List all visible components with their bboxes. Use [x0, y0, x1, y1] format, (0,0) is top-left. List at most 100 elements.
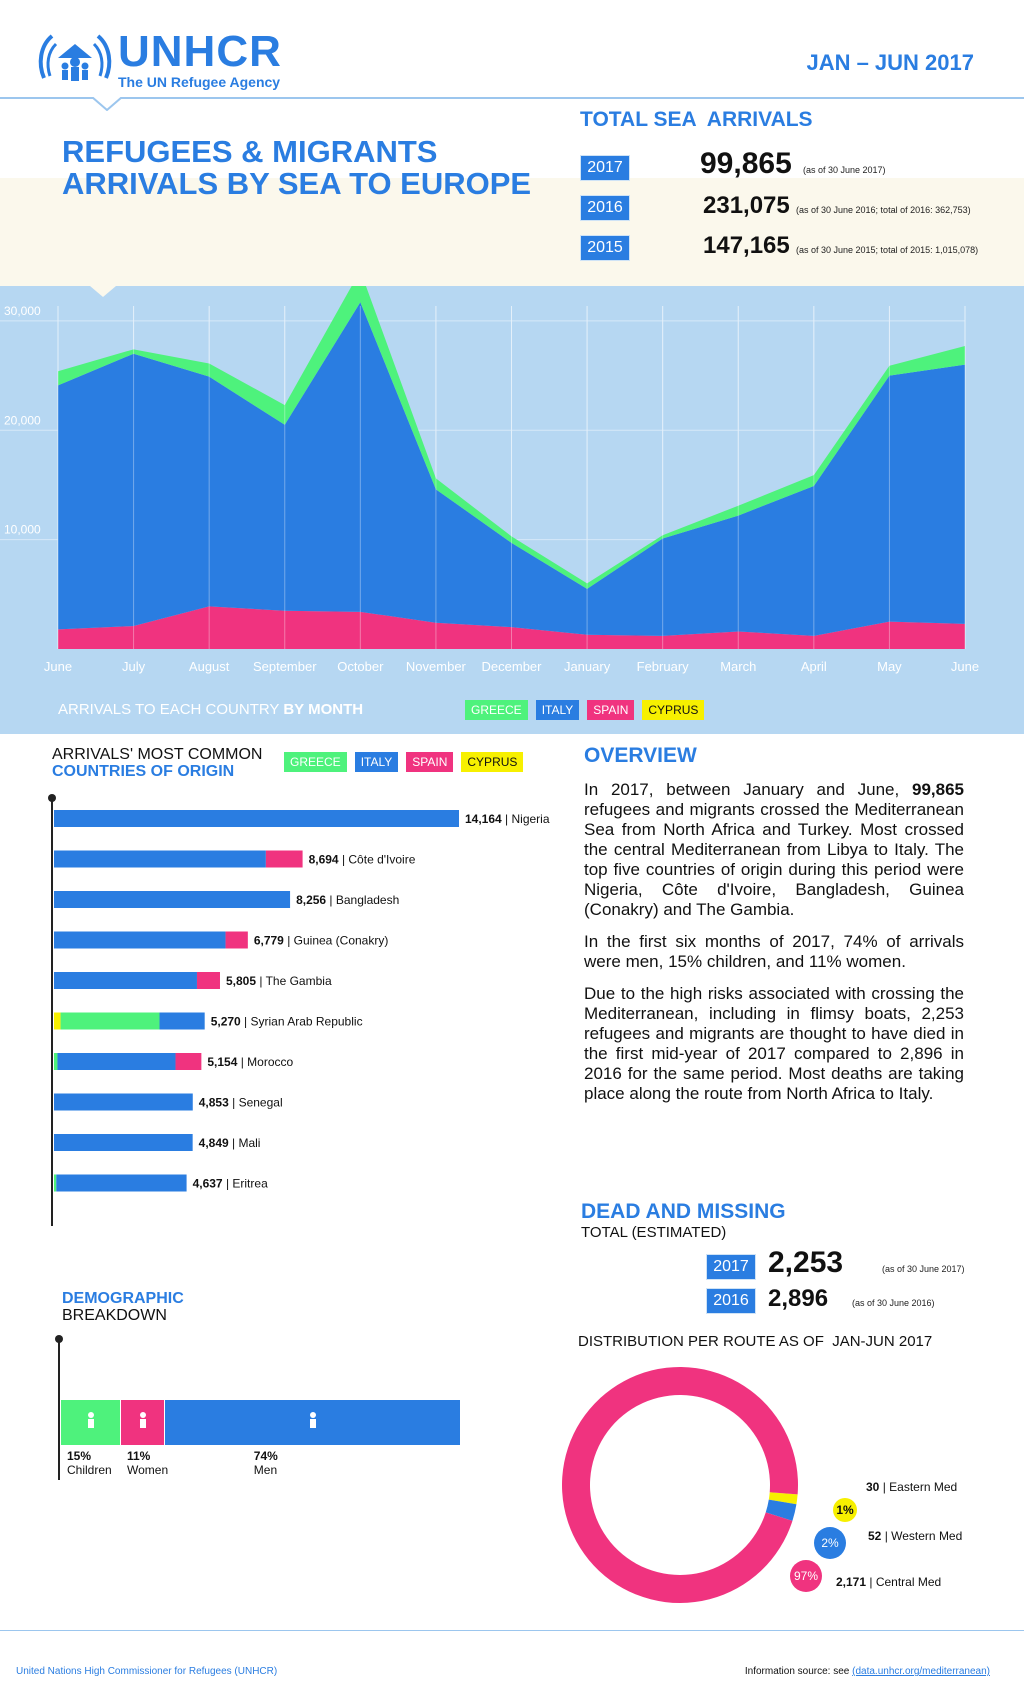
page-title-line2: ARRIVALS BY SEA TO EUROPE [62, 166, 532, 201]
overview-paragraph-2: In the first six months of 2017, 74% of … [584, 932, 964, 971]
total-note-2015: (as of 30 June 2015; total of 2015: 1,01… [796, 245, 979, 255]
bar-label: 8,256 | Bangladesh [296, 893, 399, 907]
donut-slice-eastern-med [768, 1492, 798, 1505]
page-title-line1: REFUGEES & MIGRANTS [62, 134, 438, 169]
demographic-percent: 74% [254, 1449, 278, 1463]
title-band [0, 178, 1024, 286]
donut-slice-central-med [562, 1367, 798, 1603]
monthly-legend-spain: SPAIN [587, 700, 635, 720]
origin-title-line2: COUNTRIES OF ORIGIN [52, 763, 235, 780]
bar-greece [54, 1053, 58, 1070]
origin-legend: GREECE ITALY SPAIN CYPRUS [284, 752, 524, 772]
donut-slice-western-med [765, 1499, 797, 1521]
bar-label: 5,270 | Syrian Arab Republic [211, 1015, 363, 1029]
demographic-percent: 11% [127, 1449, 151, 1463]
x-tick-label: March [720, 659, 756, 674]
bar-label: 4,637 | Eritrea [193, 1177, 268, 1191]
bar-italy [57, 1053, 176, 1070]
report-period: JAN – JUN 2017 [806, 50, 974, 75]
y-tick-label: 10,000 [4, 523, 41, 537]
origin-axis-dot [48, 794, 56, 802]
x-tick-label: July [122, 659, 146, 674]
overview-p1-end: refugees and migrants crossed the Medite… [584, 800, 964, 919]
footer-source: Information source: see (data.unhcr.org/… [745, 1666, 990, 1677]
origin-title-line1: ARRIVALS' MOST COMMON [52, 746, 263, 763]
demographic-percent: 15% [67, 1449, 91, 1463]
route-label: 52 | Western Med [868, 1529, 962, 1543]
monthly-arrivals-area-chart: 10,000 20,000 30,000 June July August Septembe… [0, 286, 979, 674]
origin-title: ARRIVALS' MOST COMMON COUNTRIES OF ORIGI… [52, 746, 262, 780]
overview-paragraph-3: Due to the high risks associated with cr… [584, 984, 964, 1103]
x-tick-label: June [44, 659, 72, 674]
x-tick-label: August [189, 659, 230, 674]
area-series-greece [58, 286, 965, 589]
person-icon [140, 1412, 146, 1428]
page-title: REFUGEES & MIGRANTS ARRIVALS BY SEA TO E… [62, 136, 531, 200]
monthly-legend-italy: ITALY [535, 700, 580, 720]
x-tick-label: October [337, 659, 384, 674]
bar-italy [54, 850, 266, 868]
percent-label: 2% [821, 1536, 839, 1550]
bar-italy [54, 972, 197, 989]
bar-label: 14,164 | Nigeria [465, 812, 550, 826]
demographic-category: Children [67, 1463, 112, 1477]
percent-label: 97% [794, 1569, 818, 1583]
total-note-2016: (as of 30 June 2016; total of 2016: 362,… [796, 205, 971, 215]
demographic-axis-dot [55, 1335, 63, 1343]
area-series-spain [58, 606, 965, 649]
overview-p1-number: 99,865 [912, 780, 964, 799]
x-tick-label: February [637, 659, 690, 674]
bar-spain [196, 972, 220, 989]
overview-p1-start: In 2017, between January and June, [584, 780, 912, 799]
origin-bar-chart: 14,164 | Nigeria 8,694 | Côte d'Ivoire 8,2… [48, 794, 550, 1226]
total-value-2017: 99,865 [700, 147, 792, 180]
bar-label: 4,853 | Senegal [199, 1096, 283, 1110]
demographic-category: Men [254, 1463, 277, 1477]
bar-label: 6,779 | Guinea (Conakry) [254, 934, 389, 948]
overview-title: OVERVIEW [584, 744, 697, 767]
logo-subtitle: The UN Refugee Agency [118, 74, 281, 90]
footer-credit: United Nations High Commissioner for Ref… [16, 1666, 278, 1677]
footer-source-link[interactable]: (data.unhcr.org/mediterranean) [852, 1666, 990, 1677]
bar-cyprus [54, 1012, 61, 1030]
x-tick-label: June [951, 659, 979, 674]
x-tick-label: November [406, 659, 467, 674]
bar-spain [175, 1053, 202, 1070]
footer-source-label: Information source: see [744, 1666, 853, 1677]
dead-missing-subtitle: TOTAL (ESTIMATED) [581, 1224, 727, 1241]
dead-value-2017: 2,253 [768, 1246, 844, 1279]
y-tick-label: 20,000 [4, 413, 41, 427]
percent-badge [833, 1498, 857, 1522]
x-tick-label: December [482, 659, 543, 674]
percent-badge [814, 1527, 846, 1559]
total-value-2016: 231,075 [703, 192, 790, 219]
overview-paragraph-1: In 2017, between January and June, 99,86… [584, 780, 964, 920]
demographic-title-line1: DEMOGRAPHIC [62, 1290, 184, 1307]
bar-greece [54, 1174, 57, 1192]
monthly-legend-cyprus: CYPRUS [642, 700, 705, 720]
demographic-title-line2: BREAKDOWN [62, 1307, 167, 1324]
y-tick-label: 30,000 [4, 304, 41, 318]
dead-value-2016: 2,896 [768, 1285, 829, 1312]
total-year-2016: 2016 [580, 195, 630, 221]
bar-label: 5,154 | Morocco [207, 1055, 293, 1069]
bar-label: 5,805 | The Gambia [226, 974, 332, 988]
route-label: 2,171 | Central Med [836, 1575, 941, 1589]
monthly-legend-greece: GREECE [465, 700, 528, 720]
person-icon [310, 1412, 316, 1428]
footer-divider [0, 1630, 1024, 1631]
unhcr-emblem-icon [38, 34, 112, 81]
bar-label: 8,694 | Côte d'Ivoire [309, 853, 416, 867]
x-tick-label: January [564, 659, 611, 674]
total-year-2015: 2015 [580, 235, 630, 261]
total-note-2017: (as of 30 June 2017) [803, 165, 886, 175]
bar-spain [265, 850, 303, 868]
bar-italy [159, 1012, 205, 1030]
bar-italy [54, 1093, 193, 1111]
header-pointer-icon [92, 97, 122, 111]
total-sea-arrivals-title: TOTAL SEA ARRIVALS [580, 108, 813, 131]
route-label: 30 | Eastern Med [866, 1480, 957, 1494]
bar-label: 4,849 | Mali [199, 1136, 261, 1150]
origin-legend-spain: SPAIN [406, 752, 454, 772]
route-distribution-donut-chart: 1% 2% 97% 30 | Eastern Med 52 | Western Med 2… [562, 1367, 962, 1603]
